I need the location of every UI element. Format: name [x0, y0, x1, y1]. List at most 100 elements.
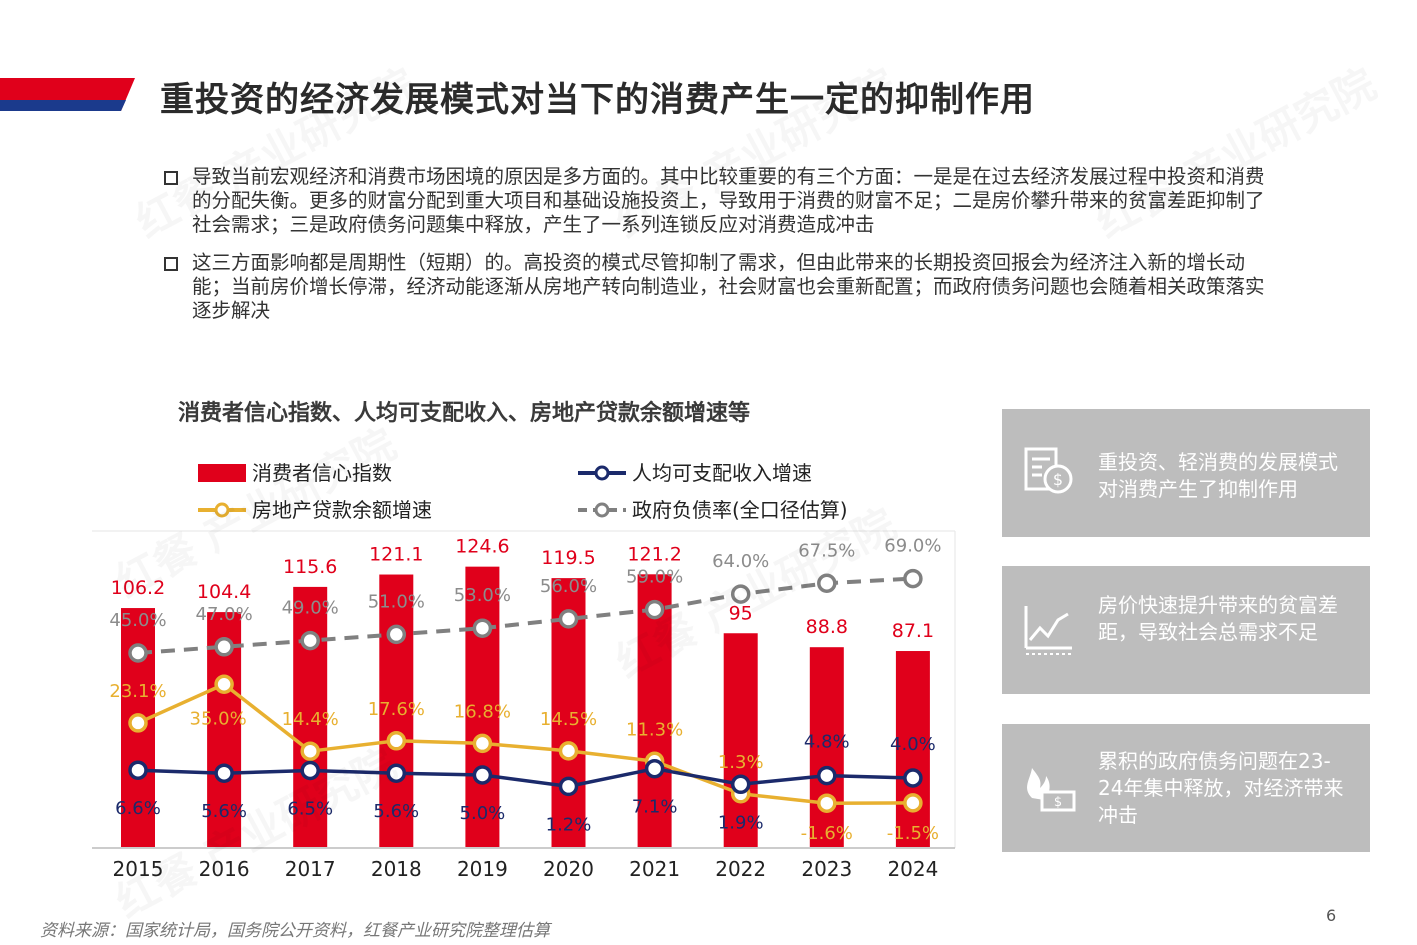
data-point	[214, 763, 234, 783]
data-point	[558, 609, 579, 629]
x-tick-label: 2024	[887, 857, 938, 881]
series-line	[137, 766, 913, 789]
legend-label: 人均可支配收入增速	[632, 461, 812, 485]
svg-text:$: $	[1054, 795, 1062, 810]
point-value-label: 1.9%	[718, 812, 764, 833]
data-point	[558, 741, 579, 761]
data-point	[472, 765, 493, 785]
bullet-text: 导致当前宏观经济和消费市场困境的原因是多方面的。其中比较重要的有三个方面：一是是…	[192, 165, 1265, 236]
point-value-label: 11.3%	[626, 719, 683, 740]
data-point	[386, 731, 407, 751]
bar	[293, 586, 328, 847]
insight-card: $ 累积的政府债务问题在23-24年集中释放，对经济带来冲击	[1002, 724, 1370, 852]
legend-label: 政府负债率(全口径估算)	[632, 498, 848, 522]
x-tick-label: 2023	[801, 857, 852, 881]
point-value-label: 53.0%	[454, 585, 511, 606]
x-tick-label: 2017	[285, 857, 336, 881]
chart-title: 消费者信心指数、人均可支配收入、房地产贷款余额增速等	[178, 401, 751, 426]
x-tick-label: 2020	[543, 857, 594, 881]
x-tick-label: 2021	[629, 857, 680, 881]
x-axis: 2015 2016 2017 2018 2019 2020 2021 2022 2023 2024	[92, 530, 956, 881]
data-point	[644, 599, 665, 620]
point-value-label: 23.1%	[109, 681, 166, 702]
point-value-label: 56.0%	[540, 576, 597, 597]
burning-money-icon: $	[1027, 768, 1076, 812]
data-point	[472, 733, 493, 754]
legend-label: 房地产贷款余额增速	[252, 498, 432, 522]
bar	[637, 574, 672, 847]
insight-card: 房价快速提升带来的贫富差距，导致社会总需求不足	[1002, 566, 1370, 694]
data-point	[817, 793, 837, 813]
data-point	[214, 637, 234, 657]
data-point	[817, 573, 837, 593]
line-series	[128, 568, 923, 813]
card-text: 房价快速提升带来的贫富差距，导致社会总需求不足	[1098, 593, 1338, 644]
data-point	[903, 793, 923, 813]
data-point	[300, 760, 320, 781]
data-point	[903, 568, 923, 589]
bar	[809, 647, 844, 847]
bar-value-label: 121.1	[369, 544, 423, 566]
card-text: 重投资、轻消费的发展模式对消费产生了抑制作用	[1098, 450, 1338, 501]
square-bullet-icon	[164, 171, 178, 185]
bar-value-label: 95	[729, 602, 753, 624]
bar-value-label: 106.2	[111, 577, 165, 599]
bar	[723, 633, 758, 847]
point-value-label: 16.8%	[454, 701, 511, 722]
data-point	[128, 643, 148, 663]
data-point	[644, 758, 665, 779]
point-value-label: -1.5%	[887, 823, 939, 844]
rising-chart-icon	[1024, 606, 1072, 655]
bullet-text: 这三方面影响都是周期性（短期）的。高投资的模式尽管抑制了需求，但由此带来的长期投…	[192, 251, 1265, 322]
bar-value-label: 119.5	[541, 547, 595, 569]
point-value-label: 1.2%	[546, 814, 592, 835]
point-value-label: 5.6%	[373, 801, 419, 822]
money-document-icon: $	[1024, 447, 1073, 494]
legend-marker	[594, 502, 610, 518]
legend-swatch	[198, 464, 246, 482]
legend-label: 消费者信心指数	[252, 461, 392, 485]
title-accent-bar	[0, 78, 135, 111]
data-point	[386, 763, 407, 783]
svg-text:$: $	[1053, 470, 1063, 489]
point-value-label: 4.8%	[804, 732, 850, 753]
series-line	[137, 682, 913, 805]
data-point	[472, 618, 493, 638]
bar-value-label: 124.6	[455, 536, 509, 558]
data-point	[386, 624, 407, 645]
series-line	[137, 576, 914, 655]
data-point	[730, 774, 751, 795]
point-value-label: 4.0%	[890, 734, 936, 755]
bar	[379, 574, 414, 847]
bar-value-label: 88.8	[806, 616, 848, 638]
bullet-item: 导致当前宏观经济和消费市场困境的原因是多方面的。其中比较重要的有三个方面：一是是…	[162, 165, 1272, 237]
data-point	[730, 584, 751, 604]
square-bullet-icon	[164, 257, 178, 271]
point-value-label: 6.6%	[115, 798, 161, 819]
point-value-label: 5.6%	[201, 801, 247, 822]
data-point	[300, 630, 320, 651]
point-value-label: 5.0%	[460, 803, 506, 824]
card-text: 累积的政府债务问题在23-24年集中释放，对经济带来冲击	[1098, 749, 1344, 827]
data-point	[128, 760, 148, 780]
data-labels: 106.2 104.4 115.6 121.1 124.6 119.5 121.2 95 88.…	[109, 536, 941, 845]
point-value-label: 47.0%	[196, 604, 253, 625]
point-value-label: 17.6%	[368, 699, 425, 720]
data-point	[558, 776, 579, 797]
point-value-label: 1.3%	[718, 752, 764, 773]
legend-marker	[214, 502, 230, 518]
bullet-item: 这三方面影响都是周期性（短期）的。高投资的模式尽管抑制了需求，但由此带来的长期投…	[162, 251, 1272, 323]
bar	[465, 566, 500, 847]
point-value-label: 14.5%	[540, 709, 597, 730]
x-tick-label: 2019	[457, 857, 508, 881]
bar-value-label: 104.4	[197, 581, 251, 603]
source-note: 资料来源：国家统计局，国务院公开资料，红餐产业研究院整理估算	[40, 921, 550, 941]
point-value-label: -1.6%	[801, 823, 853, 844]
point-value-label: 64.0%	[712, 551, 769, 572]
point-value-label: 35.0%	[190, 708, 247, 729]
point-value-label: 45.0%	[109, 610, 166, 631]
point-value-label: 51.0%	[368, 591, 425, 612]
legend-marker	[594, 465, 610, 481]
